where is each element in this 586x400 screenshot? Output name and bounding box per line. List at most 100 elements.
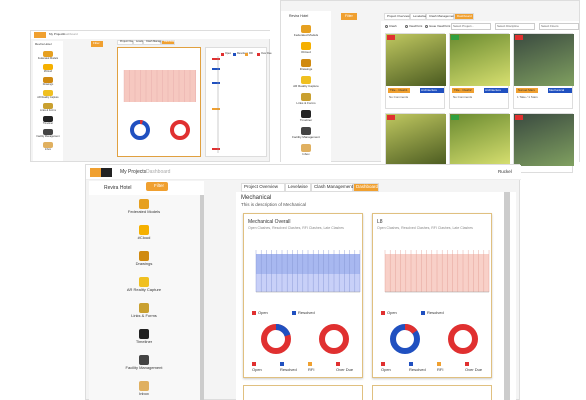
radio (405, 25, 408, 28)
tag-badge (388, 88, 410, 93)
breadcrumb[interactable]: My Projects (120, 169, 147, 175)
filter-label[interactable]: Filter (154, 183, 164, 188)
sidebar-item[interactable]: Inbox (302, 151, 310, 156)
tag-badge (452, 88, 474, 93)
select-placeholder[interactable]: Select Project... (453, 24, 475, 28)
legend-swatch (437, 362, 441, 366)
bar-graphic (212, 58, 220, 60)
sidebar-item[interactable]: Timeliner (135, 339, 153, 344)
tab[interactable] (410, 13, 426, 20)
legend-label: Open (258, 310, 268, 315)
sidebar-item[interactable]: Links & Forms (131, 313, 157, 318)
status-badge (387, 115, 395, 120)
tab-label[interactable]: Levelwise (136, 40, 147, 44)
tab[interactable] (384, 13, 410, 20)
filter-option[interactable]: Clash (389, 24, 397, 28)
tab[interactable] (241, 183, 285, 192)
sidebar-item[interactable]: Facility Management (125, 365, 163, 370)
donut-slice (261, 324, 291, 354)
sidebar-item[interactable]: Federated Models (293, 32, 319, 37)
clash-card: Title - Clash2 Architecture No Comments (449, 33, 510, 109)
tab-label[interactable]: Project Overview (120, 40, 139, 44)
legend-label: Over Due (261, 52, 272, 55)
tab-label[interactable]: Levelwise (288, 184, 308, 190)
sidebar (33, 41, 63, 161)
status-badge (451, 35, 459, 40)
filter-label[interactable]: Filter (345, 14, 353, 18)
legend-label: Resolved (237, 52, 248, 55)
user-name[interactable]: Ruckel (498, 169, 512, 174)
chart-graphic (255, 250, 361, 354)
filter-option[interactable]: ViewPoint (409, 24, 423, 28)
bar-graphic (212, 148, 220, 150)
sidebar-icon (43, 77, 53, 83)
status-badge (387, 35, 395, 40)
breadcrumb: Dashboard (63, 32, 78, 36)
filter-label[interactable]: Filter (93, 41, 100, 45)
sidebar-item[interactable]: AR Reality Capture (37, 95, 59, 99)
filter-button[interactable] (146, 182, 168, 191)
tab[interactable] (133, 40, 143, 45)
legend-swatch (257, 53, 260, 56)
chart-card (372, 385, 492, 400)
sidebar-item[interactable]: Facility Management (292, 134, 320, 139)
sidebar-icon (301, 93, 311, 101)
legend-swatch (336, 362, 340, 366)
legend-swatch (409, 362, 413, 366)
sidebar-item[interactable]: Inbox (44, 147, 52, 151)
sidebar-item[interactable]: Timeliner (299, 117, 313, 122)
sidebar-item[interactable]: #Cloud (301, 49, 311, 54)
tab-label[interactable]: Clash Management (314, 184, 354, 190)
tab-label[interactable]: Dashboard (356, 184, 379, 190)
sidebar-item[interactable]: AR Reality Capture (126, 287, 162, 292)
tab[interactable] (285, 183, 311, 192)
discipline-tag: Architecture (421, 88, 438, 92)
tab[interactable] (353, 183, 379, 192)
card-title: L8 (377, 219, 383, 225)
tab[interactable] (426, 13, 454, 20)
bar-graphic (212, 68, 220, 70)
filter-button (341, 13, 357, 20)
tab-label[interactable]: Project Overview (387, 14, 410, 18)
sidebar-item[interactable]: Links & Forms (296, 100, 316, 105)
sidebar-item[interactable]: Drawings (42, 82, 54, 86)
sidebar-item[interactable]: AR Reality Capture (293, 83, 319, 88)
clash-card (449, 113, 510, 173)
radio (385, 25, 388, 28)
legend-label: Resolved (298, 310, 315, 315)
tab[interactable] (143, 40, 161, 45)
chart-card (243, 385, 363, 400)
legend-label: Resolved (409, 367, 426, 372)
select-placeholder[interactable]: Select Floors (541, 24, 559, 28)
sidebar-item[interactable]: Drawings (135, 261, 153, 266)
tab-label[interactable]: Clash Management (429, 14, 456, 18)
tab-label[interactable]: Clash Management (146, 40, 168, 44)
section-heading: Mechanical (241, 195, 272, 201)
tab[interactable] (161, 40, 175, 45)
tab-label[interactable]: Dashboard (457, 14, 472, 18)
sidebar-item[interactable]: Facility Management (36, 134, 60, 138)
tab[interactable] (117, 40, 133, 45)
legend-label: RFI (437, 367, 444, 372)
sidebar-item[interactable]: Links & Forms (40, 108, 56, 112)
tab[interactable] (311, 183, 353, 192)
sidebar-item[interactable]: Timeliner (42, 121, 54, 125)
tab-label[interactable]: Levelwise (413, 14, 427, 18)
select-placeholder[interactable]: Select Discipline (497, 24, 520, 28)
sidebar-item[interactable]: #Cloud (44, 69, 52, 73)
breadcrumb[interactable]: Dashboard (146, 169, 171, 175)
sidebar-item[interactable]: Inbox (139, 391, 149, 396)
sidebar-item[interactable]: #Cloud (137, 235, 151, 240)
sidebar-item[interactable]: Federated Models (37, 56, 59, 60)
status-badge (451, 115, 459, 120)
discipline-badge (548, 88, 572, 93)
sidebar-item[interactable]: Federated Models (127, 209, 161, 214)
filter-option[interactable]: Issue ViewPoint (429, 24, 451, 28)
tab-label[interactable]: Project Overview (244, 184, 279, 190)
sidebar-item[interactable]: Drawings (299, 66, 313, 71)
clash-title: Sunset Mars (518, 88, 535, 92)
discipline-tag: Architecture (485, 88, 502, 92)
tab-label[interactable]: Dashboard (164, 40, 177, 44)
clash-card: Sunset Mars Mechanical 1 Take / 1 Stars (513, 33, 574, 109)
tab[interactable] (454, 13, 474, 20)
